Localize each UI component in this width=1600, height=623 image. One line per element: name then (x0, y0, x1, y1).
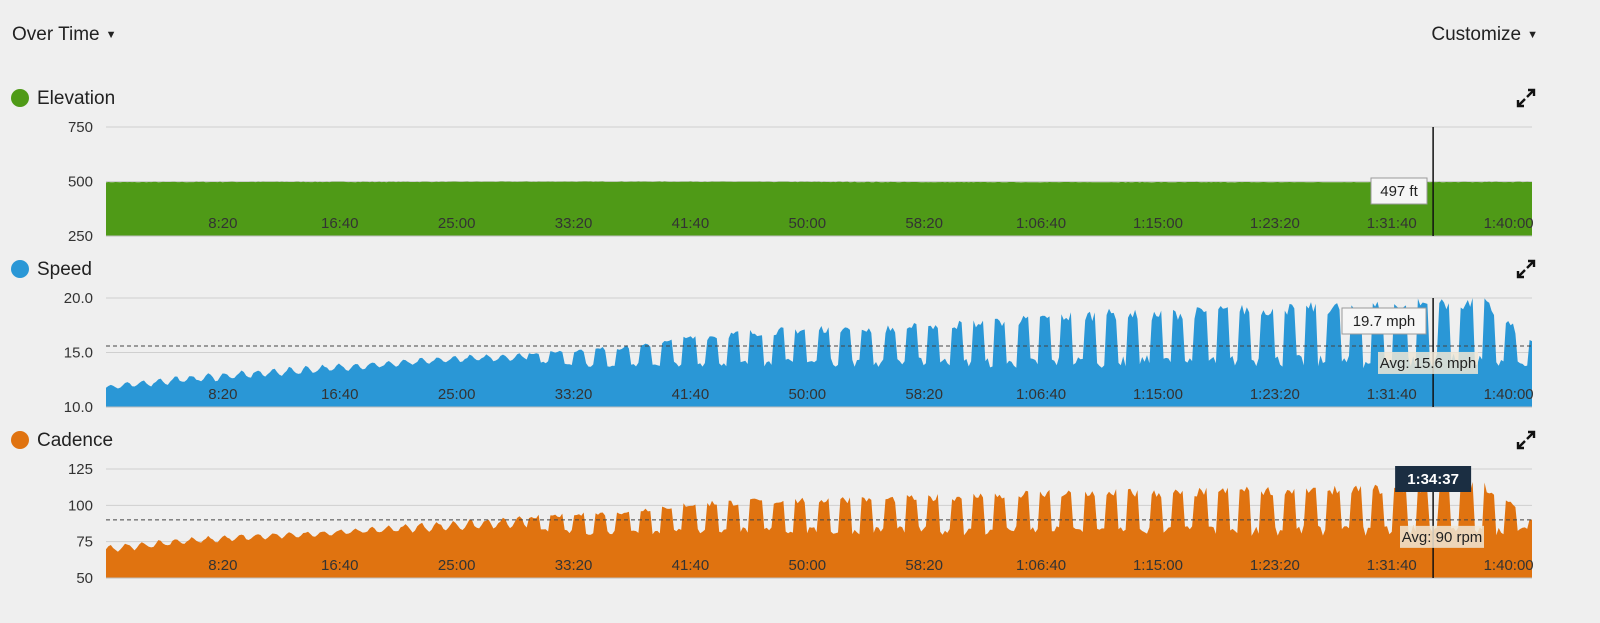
x-tick-label: 58:20 (905, 215, 943, 232)
caret-down-icon: ▼ (1527, 28, 1538, 41)
hover-value-box (1370, 177, 1428, 205)
x-tick-label: 1:06:40 (1016, 215, 1066, 232)
y-tick-label: 500 (68, 174, 93, 191)
view-mode-dropdown[interactable]: Over Time ▼ (12, 24, 117, 46)
x-tick-label: 50:00 (789, 215, 827, 232)
cadence-series-area (106, 482, 1532, 578)
x-tick-label: 41:40 (672, 557, 710, 574)
x-tick-label: 33:20 (555, 386, 593, 403)
x-tick-label: 50:00 (789, 557, 827, 574)
y-tick-label: 125 (68, 461, 93, 478)
view-mode-label: Over Time (12, 24, 100, 45)
x-tick-label: 16:40 (321, 386, 359, 403)
cadence-title: Cadence (37, 430, 113, 451)
x-tick-label: 41:40 (672, 386, 710, 403)
x-tick-label: 1:06:40 (1016, 557, 1066, 574)
x-tick-label: 1:31:40 (1367, 215, 1417, 232)
y-tick-label: 15.0 (64, 345, 93, 362)
y-tick-label: 20.0 (64, 290, 93, 307)
x-tick-label: 1:15:00 (1133, 215, 1183, 232)
cursor-time-label: 1:34:37 (1407, 471, 1459, 488)
cursor-time-box (1395, 466, 1472, 492)
x-tick-label: 1:06:40 (1016, 386, 1066, 403)
x-tick-label: 33:20 (555, 215, 593, 232)
x-tick-label: 8:20 (208, 215, 237, 232)
chart-panel-speed: Speed 20.0 15.0 10.0 8:20 16:40 25:00 33:20 41:4… (11, 258, 1537, 416)
y-tick-label: 75 (76, 534, 93, 551)
x-tick-label: 33:20 (555, 557, 593, 574)
x-tick-label: 1:23:20 (1250, 557, 1300, 574)
chart-panel-elevation: Elevation 750 500 250 8:20 16:40 25:00 33:20 41:… (11, 87, 1537, 245)
average-label: Avg: 15.6 mph (1380, 355, 1476, 372)
x-tick-label: 1:15:00 (1133, 386, 1183, 403)
x-tick-label: 1:40:00 (1484, 386, 1534, 403)
elevation-series-area (106, 181, 1532, 236)
y-tick-label: 750 (68, 119, 93, 136)
x-tick-label: 25:00 (438, 386, 476, 403)
x-tick-label: 8:20 (208, 386, 237, 403)
expand-icon[interactable] (1515, 429, 1537, 451)
x-tick-label: 25:00 (438, 557, 476, 574)
customize-button[interactable]: Customize ▼ (1431, 24, 1538, 46)
x-tick-label: 1:23:20 (1250, 215, 1300, 232)
y-tick-label: 250 (68, 228, 93, 245)
hover-value-label: 497 ft (1380, 183, 1418, 200)
y-tick-label: 50 (76, 570, 93, 587)
average-label-box (1400, 525, 1484, 548)
customize-label: Customize (1431, 24, 1522, 45)
y-tick-label: 10.0 (64, 399, 93, 416)
x-tick-label: 1:31:40 (1367, 557, 1417, 574)
x-tick-label: 8:20 (208, 557, 237, 574)
speed-legend-dot (11, 260, 29, 278)
y-tick-label: 100 (68, 497, 93, 514)
elevation-title: Elevation (37, 88, 115, 109)
cadence-legend-dot (11, 431, 29, 449)
hover-value-label: 19.7 mph (1353, 313, 1416, 330)
x-tick-label: 16:40 (321, 557, 359, 574)
average-label-box (1378, 351, 1478, 374)
hover-value-box (1341, 307, 1427, 335)
x-tick-label: 58:20 (905, 386, 943, 403)
speed-series-area (106, 298, 1532, 407)
caret-down-icon: ▼ (105, 28, 117, 41)
x-tick-label: 1:31:40 (1367, 386, 1417, 403)
x-tick-label: 1:40:00 (1484, 215, 1534, 232)
x-tick-label: 1:15:00 (1133, 557, 1183, 574)
x-tick-label: 1:40:00 (1484, 557, 1534, 574)
average-label: Avg: 90 rpm (1402, 529, 1483, 546)
chart-panel-cadence: Cadence 125 100 75 50 8:20 16:40 25:00 33:20 41:4… (11, 429, 1537, 587)
x-tick-label: 1:23:20 (1250, 386, 1300, 403)
speed-title: Speed (37, 259, 92, 280)
x-tick-label: 58:20 (905, 557, 943, 574)
x-tick-label: 25:00 (438, 215, 476, 232)
x-tick-label: 50:00 (789, 386, 827, 403)
top-toolbar: Over Time ▼ Customize ▼ (0, 0, 1600, 70)
elevation-legend-dot (11, 89, 29, 107)
expand-icon[interactable] (1515, 258, 1537, 280)
x-tick-label: 16:40 (321, 215, 359, 232)
expand-icon[interactable] (1515, 87, 1537, 109)
x-tick-label: 41:40 (672, 215, 710, 232)
